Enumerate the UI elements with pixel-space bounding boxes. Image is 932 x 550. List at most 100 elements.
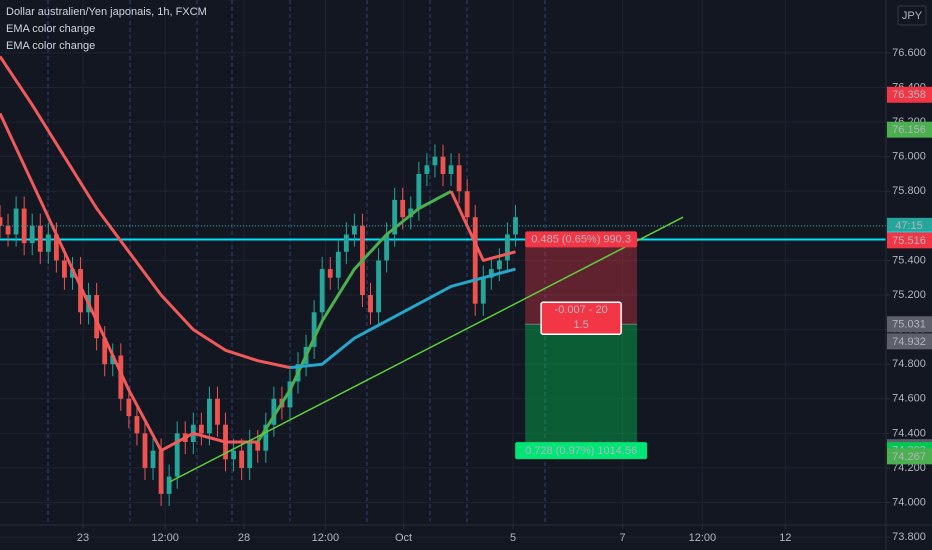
candle-body bbox=[13, 208, 19, 235]
candle-body bbox=[343, 234, 349, 252]
ema-line bbox=[289, 267, 516, 370]
candle-body bbox=[271, 398, 277, 425]
currency-box[interactable] bbox=[897, 5, 927, 26]
candle-body bbox=[335, 251, 341, 278]
candle-body bbox=[351, 225, 357, 235]
candle-body bbox=[408, 208, 414, 218]
session-separators bbox=[47, 0, 546, 525]
y-tick-label: 76.000 bbox=[892, 151, 926, 163]
center-label: 1.5 bbox=[573, 319, 588, 331]
candle-body bbox=[263, 424, 269, 451]
stop-label: 0.485 (0.65%) 990.3 bbox=[531, 233, 631, 245]
x-tick-label: Oct bbox=[395, 532, 412, 544]
candle-body bbox=[29, 225, 35, 244]
y-tick-label: 74.400 bbox=[892, 427, 926, 439]
candle-body bbox=[368, 295, 373, 313]
candle-body bbox=[464, 191, 470, 218]
center-label: -0.007 - 20 bbox=[555, 304, 608, 316]
candle-body bbox=[247, 441, 253, 468]
y-tick-label: 75.400 bbox=[892, 254, 926, 266]
y-tick-label: 73.800 bbox=[892, 531, 926, 543]
legend-entry: EMA color change bbox=[6, 23, 95, 35]
candle-body bbox=[110, 355, 116, 365]
candle-body bbox=[126, 398, 132, 417]
y-tick-label: 75.200 bbox=[892, 289, 926, 301]
candle-body bbox=[62, 260, 67, 278]
y-tick-label: 74.200 bbox=[892, 462, 926, 474]
candle-body bbox=[102, 338, 108, 365]
candle-body bbox=[70, 269, 75, 278]
price-tag bbox=[887, 448, 932, 465]
candle-body bbox=[255, 441, 261, 451]
x-tick-label: 28 bbox=[238, 532, 250, 544]
price-tag-label: 75.031 bbox=[892, 319, 926, 331]
target-label: 0.728 (0.97%) 1014.56 bbox=[525, 445, 637, 457]
currency: JPY bbox=[902, 10, 923, 22]
candle-body bbox=[158, 450, 164, 494]
candle-body bbox=[53, 234, 59, 261]
candle-body bbox=[424, 165, 430, 174]
x-tick-label: 23 bbox=[77, 532, 89, 544]
candle-body bbox=[45, 234, 51, 252]
candle-body bbox=[319, 269, 325, 313]
candle-body bbox=[198, 424, 204, 434]
y-tick-label: 76.600 bbox=[892, 47, 926, 59]
candle-body bbox=[37, 225, 43, 252]
stop-label-box bbox=[525, 231, 638, 248]
x-tick-label: 12:00 bbox=[689, 532, 717, 544]
candle-body bbox=[472, 217, 478, 304]
candle-body bbox=[392, 199, 398, 235]
grid bbox=[0, 0, 886, 538]
price-tag-label: 75.516 bbox=[892, 235, 926, 247]
price-tag bbox=[887, 86, 932, 103]
target-label-box bbox=[515, 442, 648, 460]
price-tag-label: 76.156 bbox=[892, 124, 926, 136]
candle-body bbox=[513, 217, 518, 235]
candle-body bbox=[174, 433, 180, 477]
price-tag bbox=[887, 121, 932, 138]
x-tick-label: 12:00 bbox=[151, 532, 179, 544]
candle-body bbox=[376, 260, 381, 313]
price-tag bbox=[887, 232, 932, 249]
candle-body bbox=[215, 398, 220, 425]
candle-body bbox=[384, 234, 390, 261]
y-tick-label: 74.000 bbox=[892, 496, 926, 508]
price-tag-label: 74.267 bbox=[892, 451, 926, 463]
legend-entry: EMA color change bbox=[6, 40, 95, 52]
x-tick-label: 7 bbox=[620, 532, 626, 544]
candle-body bbox=[432, 156, 438, 166]
candle-body bbox=[448, 165, 454, 174]
y-tick-label: 74.600 bbox=[892, 393, 926, 405]
candle-body bbox=[0, 217, 3, 226]
candle-body bbox=[5, 225, 11, 235]
candle-body bbox=[207, 398, 212, 434]
candle-body bbox=[287, 381, 293, 408]
candle-body bbox=[400, 199, 406, 218]
center-label-box bbox=[540, 301, 622, 335]
candle-body bbox=[456, 165, 462, 192]
candle-body bbox=[78, 269, 83, 313]
ema-line bbox=[449, 190, 516, 262]
candle-body bbox=[480, 277, 486, 304]
plot-area: 0.485 (0.65%) 990.3 -0.007 - 20 1.5 0.728 (… bbox=[0, 55, 886, 506]
candle-body bbox=[118, 355, 124, 399]
price-tag bbox=[887, 316, 932, 333]
x-tick-label: 5 bbox=[510, 532, 516, 544]
candle-body bbox=[142, 433, 148, 468]
candle-body bbox=[134, 416, 140, 434]
price-tag-label: 47:15 bbox=[895, 220, 923, 232]
candle-body bbox=[496, 260, 502, 270]
candle-body bbox=[239, 450, 245, 468]
candle-body bbox=[231, 450, 236, 460]
ema-line bbox=[0, 112, 258, 453]
candle-body bbox=[166, 476, 172, 494]
price-tag bbox=[887, 333, 932, 350]
ema-line bbox=[0, 55, 291, 370]
trendline bbox=[169, 216, 684, 483]
candle-body bbox=[440, 156, 446, 174]
x-tick-label: 12:00 bbox=[312, 532, 340, 544]
candle-body bbox=[416, 173, 422, 209]
candle-body bbox=[327, 269, 333, 278]
